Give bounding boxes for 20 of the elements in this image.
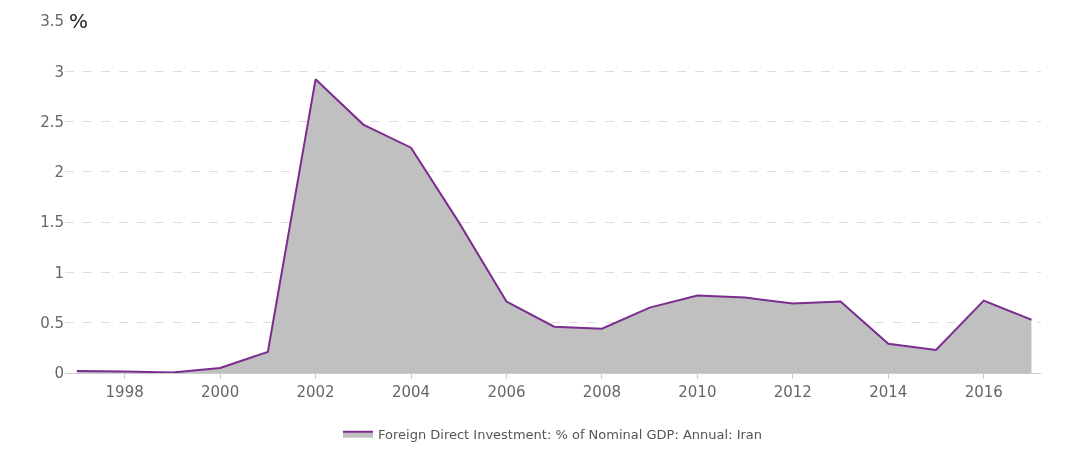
x-tick-label: 2016	[964, 383, 1003, 401]
x-tick-label: 2008	[582, 383, 622, 401]
x-tick-label: 2012	[773, 383, 812, 401]
x-tick-label: 2010	[678, 383, 717, 401]
x-tick-label: 2004	[391, 383, 431, 401]
y-tick-label: 2	[54, 163, 64, 182]
x-tick-label: 2002	[296, 383, 335, 401]
y-tick-label: 0.5	[40, 313, 64, 332]
x-tick-label: 2000	[201, 383, 240, 401]
y-tick-label: 2.5	[40, 112, 64, 131]
y-axis-title: %	[69, 9, 89, 33]
x-tick-label: 2006	[487, 383, 526, 401]
y-tick-label: 0	[54, 364, 64, 383]
legend-label: Foreign Direct Investment: % of Nominal GDP: Annual: Iran	[378, 426, 763, 442]
y-tick-label: 3.5	[40, 12, 64, 31]
y-tick-label: 1	[54, 263, 64, 282]
y-tick-label: 3	[54, 62, 64, 81]
x-tick-label: 2014	[869, 383, 908, 401]
x-tick-label: 1998	[105, 383, 144, 401]
y-tick-label: 1.5	[40, 213, 64, 232]
